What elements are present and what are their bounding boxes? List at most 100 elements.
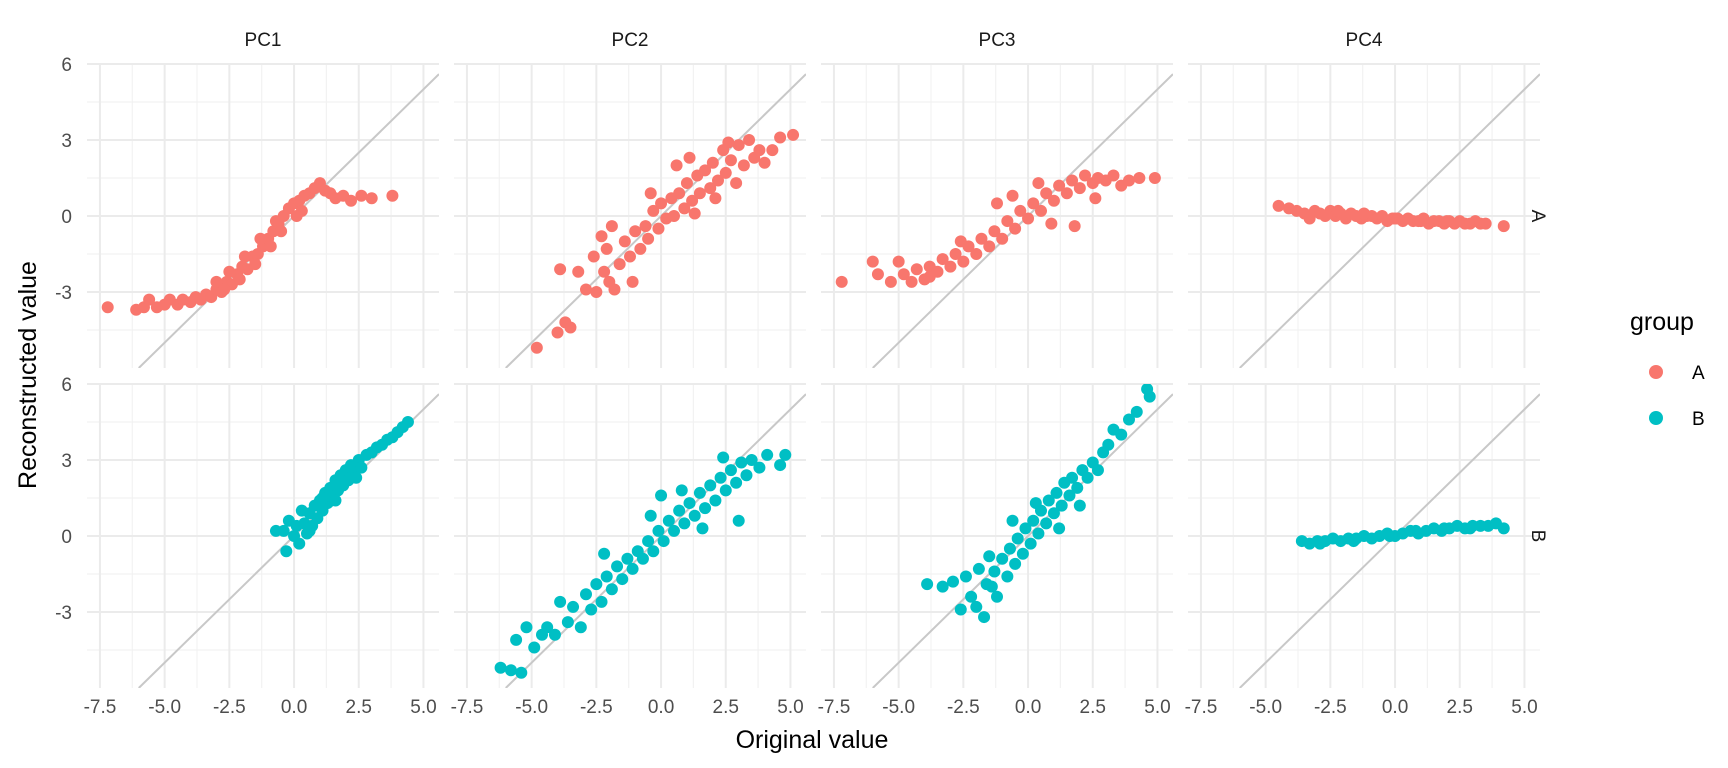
data-point xyxy=(587,250,600,263)
facet-row-label: B xyxy=(1527,530,1548,543)
data-point xyxy=(954,603,967,616)
data-point xyxy=(1314,537,1326,550)
data-point xyxy=(515,666,528,679)
data-point xyxy=(567,600,580,613)
data-point xyxy=(965,590,978,603)
data-point xyxy=(1009,557,1022,570)
data-point xyxy=(1123,174,1135,187)
data-point xyxy=(662,514,675,527)
data-point xyxy=(1089,192,1102,205)
y-tick-label: 3 xyxy=(61,131,72,152)
data-point xyxy=(970,248,983,260)
data-point xyxy=(1464,522,1477,535)
data-point xyxy=(629,225,642,238)
data-point xyxy=(1068,220,1081,233)
data-point xyxy=(1071,481,1084,494)
data-point xyxy=(1055,499,1068,512)
data-point xyxy=(699,502,712,515)
y-tick-label: 6 xyxy=(61,55,72,76)
data-point xyxy=(688,207,701,220)
x-tick-label: 2.5 xyxy=(1447,697,1473,718)
data-point xyxy=(1107,169,1120,182)
data-point xyxy=(884,275,897,288)
data-point xyxy=(712,174,724,187)
data-point xyxy=(758,156,771,169)
data-point xyxy=(1143,390,1156,403)
x-tick-label: -7.5 xyxy=(1185,697,1218,718)
data-point xyxy=(595,595,608,608)
data-point xyxy=(1022,212,1035,225)
data-point xyxy=(745,454,758,466)
data-point xyxy=(678,517,691,530)
data-point xyxy=(983,550,996,563)
data-point xyxy=(732,139,745,152)
data-point xyxy=(598,265,611,278)
data-point xyxy=(605,583,618,596)
data-point xyxy=(1497,522,1510,535)
data-point xyxy=(580,588,592,601)
data-point xyxy=(753,461,766,474)
data-point xyxy=(1001,570,1014,583)
data-point xyxy=(636,552,649,565)
data-point xyxy=(611,560,624,573)
data-point xyxy=(254,232,267,245)
data-point xyxy=(1440,215,1453,228)
points xyxy=(530,128,800,354)
data-point xyxy=(970,600,983,613)
data-point xyxy=(991,590,1003,603)
data-point xyxy=(1035,204,1047,217)
data-point xyxy=(1066,174,1079,187)
data-point xyxy=(1148,172,1161,184)
data-point xyxy=(673,187,686,200)
x-tick-label: -5.0 xyxy=(515,697,548,718)
points xyxy=(921,384,1156,624)
data-point xyxy=(355,461,368,474)
data-point xyxy=(735,456,748,469)
x-tick-label: 2.5 xyxy=(1080,697,1106,718)
data-point xyxy=(1032,527,1045,540)
data-point xyxy=(779,448,792,461)
data-point xyxy=(1332,204,1345,217)
data-point xyxy=(709,192,722,205)
x-tick-label: 5.0 xyxy=(410,697,436,718)
data-point xyxy=(1073,499,1086,512)
x-tick-label: 0.0 xyxy=(648,697,674,718)
data-point xyxy=(921,578,934,591)
data-point xyxy=(580,283,592,296)
data-point xyxy=(101,301,114,314)
data-point xyxy=(510,633,523,646)
data-point xyxy=(1006,514,1019,527)
data-point xyxy=(574,621,587,634)
data-point xyxy=(1123,413,1135,426)
data-point xyxy=(996,552,1009,565)
data-point xyxy=(528,641,541,654)
data-point xyxy=(642,535,655,548)
y-tick-label: 6 xyxy=(61,375,72,396)
data-point xyxy=(673,504,686,517)
data-point xyxy=(675,484,688,497)
data-point xyxy=(699,164,712,177)
data-point xyxy=(693,187,706,200)
data-point xyxy=(504,664,517,677)
data-point xyxy=(972,562,985,575)
data-point xyxy=(923,270,936,283)
y-tick-label: 0 xyxy=(61,207,72,228)
data-point xyxy=(365,192,378,205)
data-point xyxy=(897,268,910,281)
data-point xyxy=(683,497,696,510)
data-point xyxy=(730,177,743,190)
data-point xyxy=(732,514,745,527)
data-point xyxy=(1047,507,1060,520)
data-point xyxy=(983,240,996,253)
x-tick-label: 5.0 xyxy=(1511,697,1537,718)
data-point xyxy=(1347,535,1360,548)
panel-pc4-a xyxy=(1188,63,1540,368)
data-point xyxy=(988,565,1001,578)
legend-title: group xyxy=(1630,308,1694,336)
data-point xyxy=(295,504,308,517)
data-point xyxy=(957,255,970,268)
data-point xyxy=(541,621,554,634)
data-point xyxy=(1045,217,1058,230)
data-point xyxy=(683,151,696,164)
data-point xyxy=(293,537,306,550)
